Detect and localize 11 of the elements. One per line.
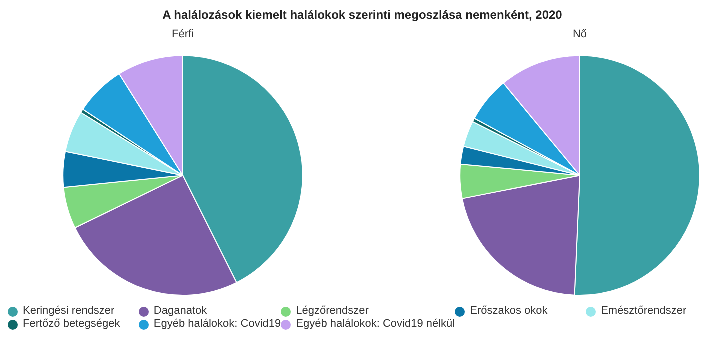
legend-label: Emésztőrendszer	[601, 305, 687, 318]
legend-label: Erőszakos okok	[470, 305, 548, 318]
slice-label: Nő	[572, 28, 588, 41]
legend-label: Egyéb halálokok: Covid19	[154, 318, 282, 331]
chart-title: A halálozások kiemelt halálokok szerinti megoszlása nemenként, 2020	[162, 8, 564, 22]
legend-label: Fertőző betegségek	[23, 318, 120, 331]
legend-label: Egyéb halálokok: Covid19 nélkül	[296, 318, 456, 331]
legend-label: Keringési rendszer	[23, 305, 115, 318]
slice-label: Férfi	[172, 28, 194, 41]
legend-label: Daganatok	[154, 305, 208, 318]
legend-label: Légzőrendszer	[296, 305, 369, 318]
